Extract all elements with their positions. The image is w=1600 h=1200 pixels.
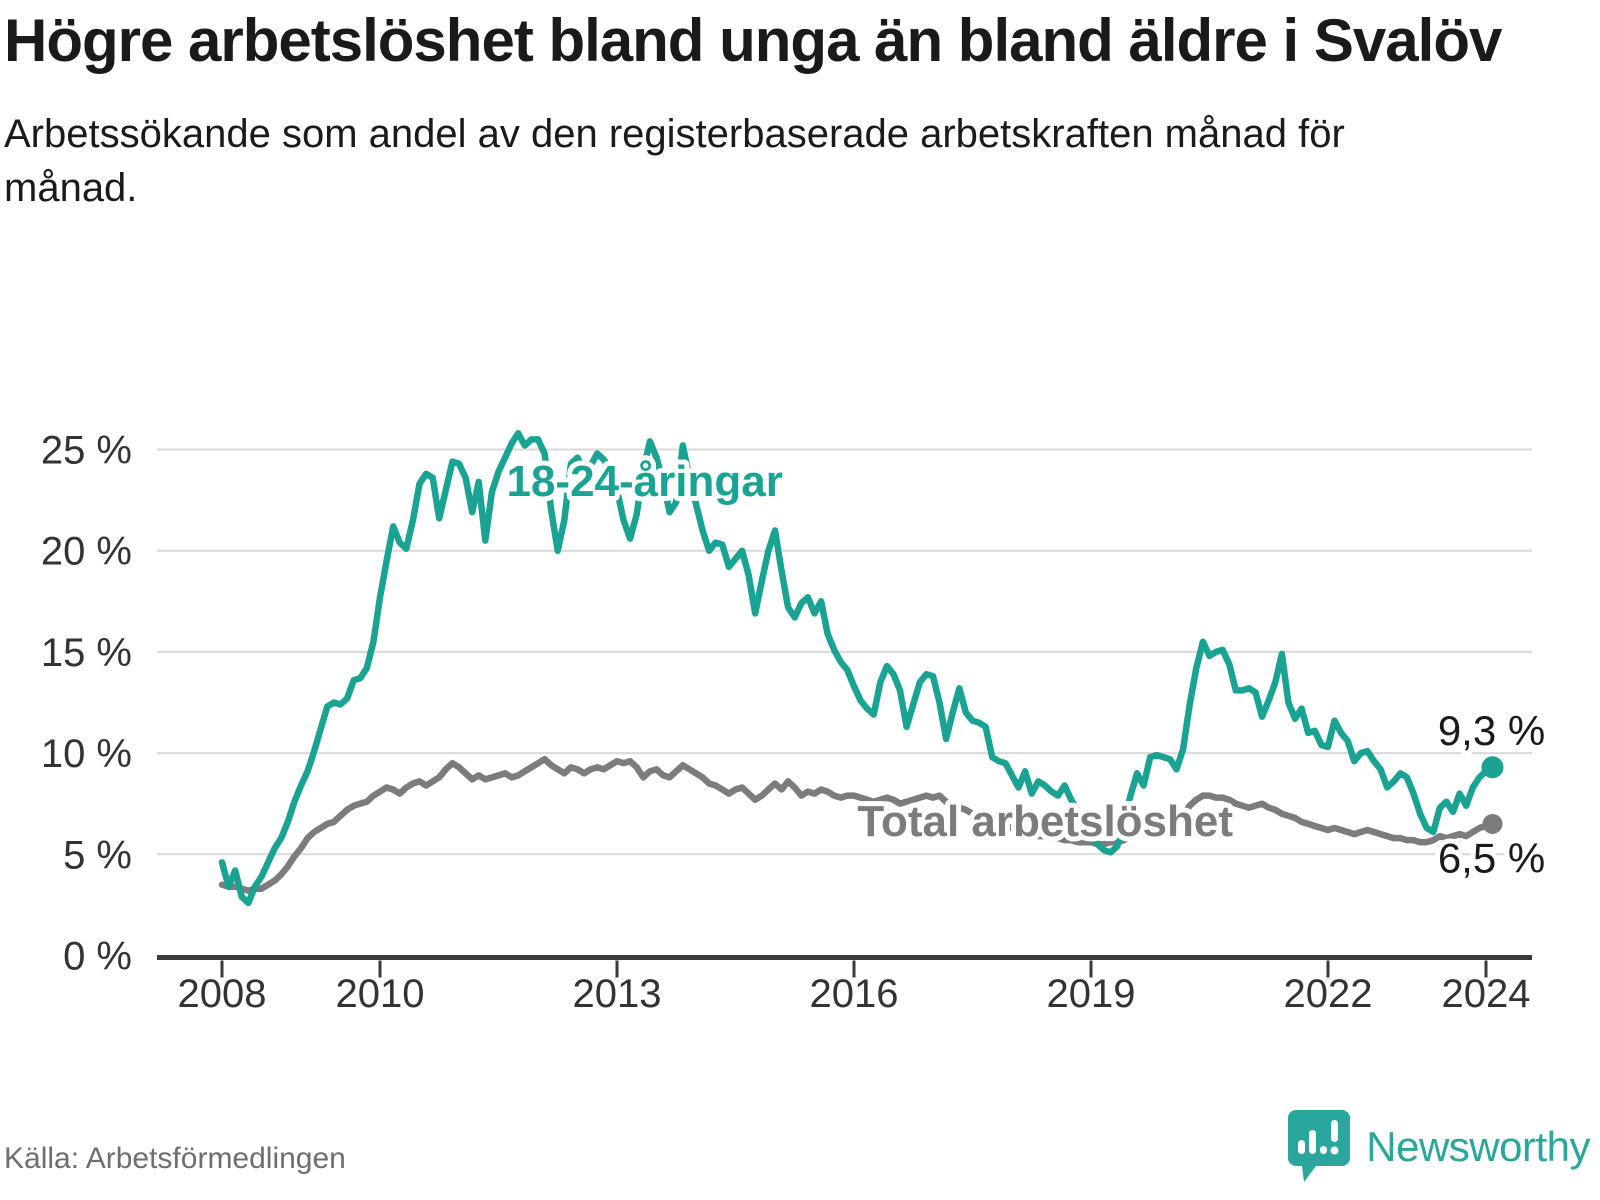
chart-subtitle: Arbetssökande som andel av den registerb… (4, 111, 1345, 210)
x-tick-label-2008: 2008 (178, 972, 267, 1016)
x-tick-label-2022: 2022 (1284, 972, 1373, 1016)
x-tick-label-2010: 2010 (336, 972, 425, 1016)
source-note: Källa: Arbetsförmedlingen (4, 1142, 346, 1175)
series-lines (218, 430, 1496, 907)
line-18-24-ringar (218, 430, 1496, 907)
y-tick-label-15: 15 % (41, 631, 132, 675)
newsworthy-logo-text: Newsworthy (1366, 1123, 1590, 1170)
end-value-total: 6,5 % (1438, 835, 1545, 882)
chart-annotations: 18-24-åringar Total arbetslöshet 9,3 % 6,5 … (501, 452, 1550, 886)
newsworthy-logo-icon (1288, 1110, 1351, 1182)
y-tick-label-25: 25 % (41, 429, 132, 473)
gridlines (157, 448, 1532, 856)
end-dot-total (1482, 813, 1503, 834)
x-axis-labels: 2008 2010 2013 2016 2019 2022 2024 (178, 972, 1531, 1016)
page-title: Högre arbetslöshet bland unga än bland ä… (4, 7, 1502, 74)
x-tick-label-2024: 2024 (1442, 972, 1531, 1016)
end-dot-youth (1481, 756, 1504, 779)
line-total-arbetsl-shet (218, 755, 1496, 894)
series-label-youth: 18-24-åringar (506, 457, 782, 506)
y-tick-label-10: 10 % (41, 732, 132, 776)
y-axis-labels: 0 % 5 % 10 % 15 % 20 % 25 % (41, 429, 132, 979)
newsworthy-logo: Newsworthy (1286, 1108, 1590, 1186)
y-tick-label-20: 20 % (41, 530, 132, 574)
y-tick-label-0: 0 % (63, 935, 132, 979)
series-end-dots (1481, 756, 1504, 834)
end-value-youth: 9,3 % (1438, 707, 1545, 754)
x-tick-label-2013: 2013 (573, 972, 662, 1016)
x-tick-label-2019: 2019 (1047, 972, 1136, 1016)
chart-header: Högre arbetslöshet bland unga än bland ä… (4, 6, 1574, 215)
x-axis (157, 955, 1532, 978)
x-tick-label-2016: 2016 (810, 972, 899, 1016)
series-label-total: Total arbetslöshet (857, 797, 1233, 846)
y-tick-label-5: 5 % (63, 833, 132, 877)
